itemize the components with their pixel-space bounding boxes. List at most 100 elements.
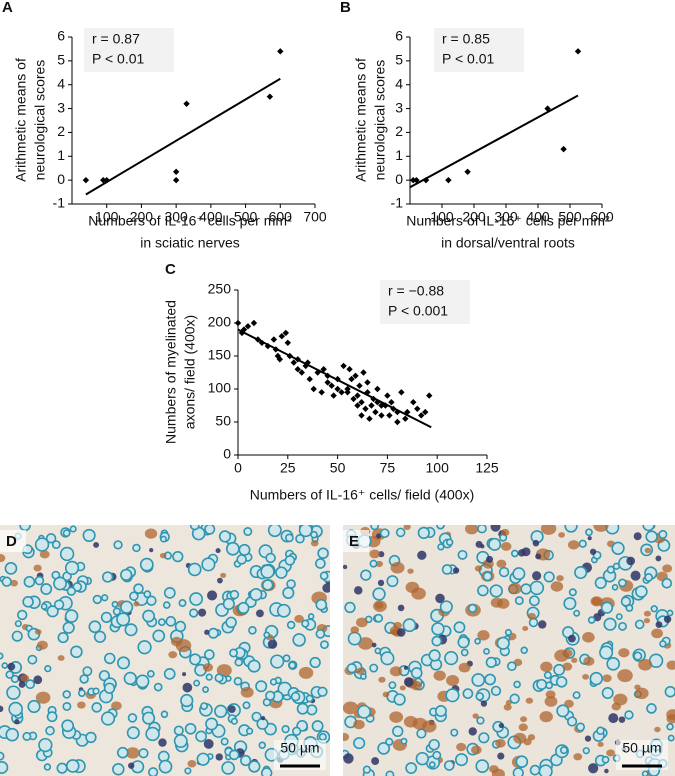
cell: [589, 671, 604, 686]
cell: [246, 727, 254, 735]
point: [360, 369, 367, 376]
cell: [142, 609, 155, 623]
cell: [407, 568, 414, 574]
cell: [618, 648, 630, 658]
cell: [604, 768, 609, 774]
cell: [14, 719, 20, 725]
cell: [582, 747, 590, 755]
cell: [357, 704, 372, 719]
cell: [372, 587, 386, 601]
cell: [480, 700, 488, 707]
cell: [187, 759, 197, 768]
point: [414, 405, 421, 412]
cell: [654, 726, 661, 733]
scale-bar-label: 50 µm: [280, 740, 319, 756]
point: [394, 418, 401, 426]
cell: [555, 676, 568, 688]
cell: [457, 549, 468, 560]
y-tick-label: -1: [391, 195, 404, 211]
cell: [525, 697, 534, 704]
point: [294, 366, 301, 373]
cell: [417, 526, 430, 540]
cell: [369, 559, 378, 568]
cell: [587, 616, 596, 624]
point: [390, 405, 397, 412]
point: [350, 395, 357, 403]
y-tick-label: 5: [395, 52, 403, 68]
point: [100, 176, 107, 184]
y-axis-label: neurological scores: [372, 60, 388, 181]
cell: [520, 716, 528, 723]
cell: [498, 722, 504, 729]
cell: [593, 525, 609, 532]
cell: [611, 584, 619, 591]
annotation-bg: [434, 28, 524, 72]
cell: [659, 640, 667, 648]
cell: [415, 751, 430, 766]
cell: [207, 590, 218, 601]
annotation: r = 0.87: [92, 31, 140, 47]
cell: [536, 678, 548, 690]
point: [574, 48, 582, 55]
cell: [667, 734, 675, 742]
cell: [290, 691, 301, 702]
cell: [189, 608, 199, 618]
cell: [474, 637, 481, 645]
x-tick-label: 600: [269, 209, 293, 225]
cell: [666, 722, 674, 731]
cell: [615, 613, 623, 621]
cell: [400, 737, 408, 745]
cell: [371, 757, 380, 765]
cell: [149, 547, 154, 553]
cell: [346, 663, 357, 674]
cell: [343, 701, 359, 715]
cell: [6, 685, 21, 700]
cell: [393, 693, 406, 706]
cell: [157, 618, 166, 627]
cell: [196, 752, 210, 766]
cell: [458, 662, 471, 673]
cell: [457, 636, 470, 649]
cell: [101, 571, 114, 583]
cell: [148, 767, 159, 776]
cell: [281, 725, 290, 734]
cell: [490, 525, 501, 532]
y-tick-label: 250: [208, 281, 232, 297]
cell: [37, 640, 48, 650]
cell: [38, 737, 53, 753]
cell: [112, 607, 121, 616]
cell: [267, 639, 278, 649]
cell: [512, 567, 526, 581]
cell: [229, 589, 240, 600]
cell: [518, 723, 528, 732]
point: [318, 389, 325, 396]
cell: [193, 679, 201, 687]
cell: [5, 727, 19, 742]
cell: [606, 657, 621, 671]
cell: [452, 567, 460, 574]
cell: [613, 693, 628, 706]
cell: [260, 767, 273, 776]
cell: [612, 562, 621, 570]
cell: [589, 548, 597, 555]
cell: [22, 731, 32, 741]
cell: [309, 656, 321, 669]
cell: [276, 603, 291, 618]
cell: [34, 537, 50, 552]
cell: [470, 745, 482, 755]
point: [294, 356, 301, 363]
cell: [317, 686, 328, 697]
point: [277, 48, 284, 55]
cell: [23, 576, 36, 588]
cell: [216, 664, 232, 677]
point: [330, 392, 337, 399]
point: [306, 375, 313, 383]
cell: [635, 585, 648, 598]
cell: [202, 686, 209, 693]
cell: [601, 755, 610, 764]
cell: [573, 609, 581, 617]
x-tick-label: 100: [430, 209, 454, 225]
cell: [298, 525, 313, 538]
cell: [288, 661, 297, 670]
point: [324, 372, 331, 379]
